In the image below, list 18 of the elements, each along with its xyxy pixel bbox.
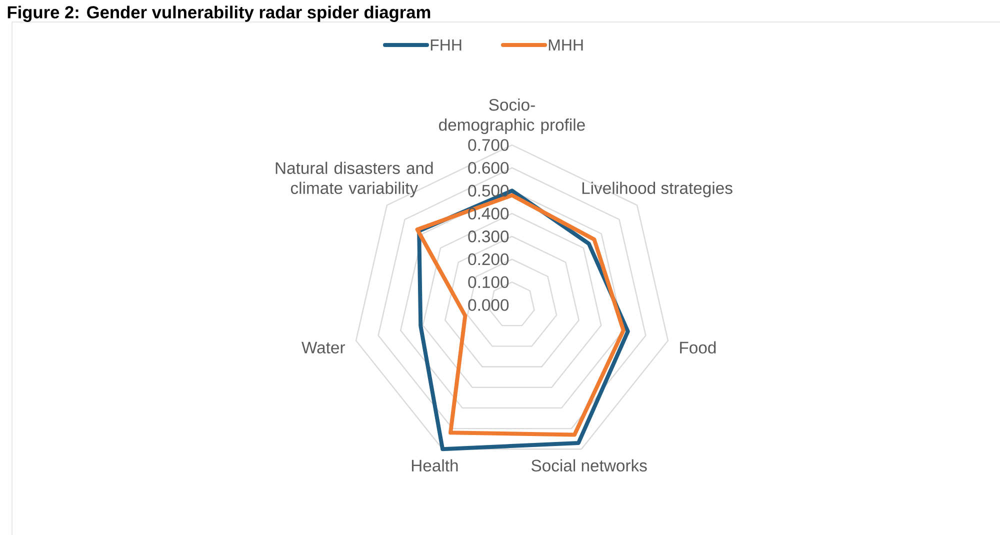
legend-label: MHH bbox=[548, 39, 583, 50]
spoke-label: Water bbox=[302, 342, 346, 354]
y-tick-label: 0.000 bbox=[468, 299, 509, 311]
y-tick-label: 0.700 bbox=[468, 139, 509, 151]
y-tick-label: 0.500 bbox=[468, 184, 509, 197]
y-tick-label: 0.200 bbox=[468, 253, 509, 266]
chart-title: Figure 2: Gender vulnerability radar spider diagram bbox=[8, 6, 430, 22]
legend-label: FHH bbox=[430, 39, 462, 50]
spoke-label: Social networks bbox=[532, 459, 647, 472]
spoke-label: Livelihood strategies bbox=[582, 182, 732, 198]
y-tick-label: 0.100 bbox=[468, 276, 509, 288]
spoke-label: Health bbox=[412, 459, 458, 472]
spoke-label: Socio-demographic profile bbox=[439, 98, 585, 134]
spoke-label: Natural disasters and climate variability bbox=[276, 162, 433, 198]
y-tick-label: 0.300 bbox=[468, 230, 509, 242]
y-tick-label: 0.600 bbox=[468, 162, 509, 174]
spoke-label: Food bbox=[680, 341, 716, 354]
y-tick-label: 0.400 bbox=[468, 208, 509, 220]
